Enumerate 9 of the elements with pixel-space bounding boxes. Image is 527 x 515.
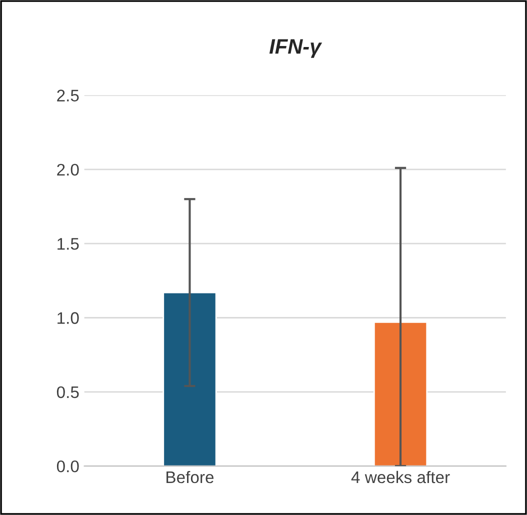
y-tick-label: 0.5 — [56, 386, 79, 398]
y-tick-label: 1.0 — [58, 312, 79, 324]
x-tick-label: 4 weeks after — [351, 470, 450, 484]
y-tick-label: 0.0 — [56, 460, 79, 472]
chart-title: IFN-γ — [269, 39, 322, 58]
y-tick-label: 2.5 — [57, 90, 79, 102]
y-tick-label: 1.5 — [58, 238, 79, 250]
y-tick-label: 2.0 — [57, 164, 79, 176]
x-tick-label: Before — [166, 470, 214, 484]
